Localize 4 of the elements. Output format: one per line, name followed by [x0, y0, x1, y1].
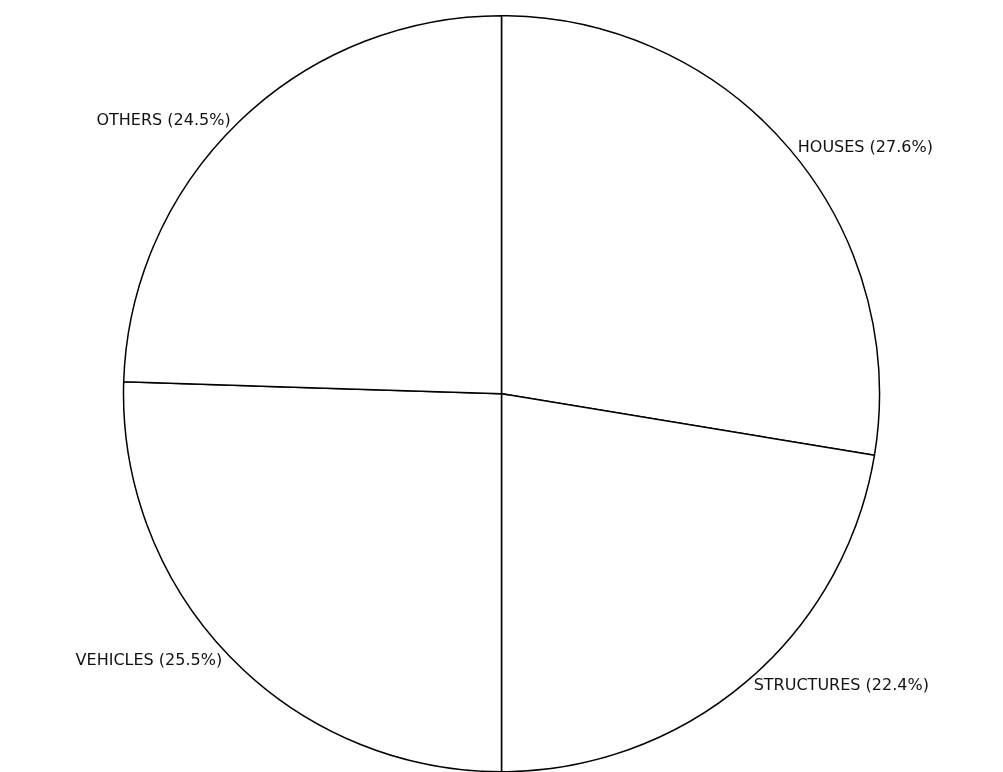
slice-label: OTHERS (24.5%): [96, 109, 231, 129]
slice-label: STRUCTURES (22.4%): [753, 675, 929, 695]
slice-label: VEHICLES (25.5%): [75, 650, 223, 670]
slice-label: HOUSES (27.6%): [797, 137, 933, 157]
